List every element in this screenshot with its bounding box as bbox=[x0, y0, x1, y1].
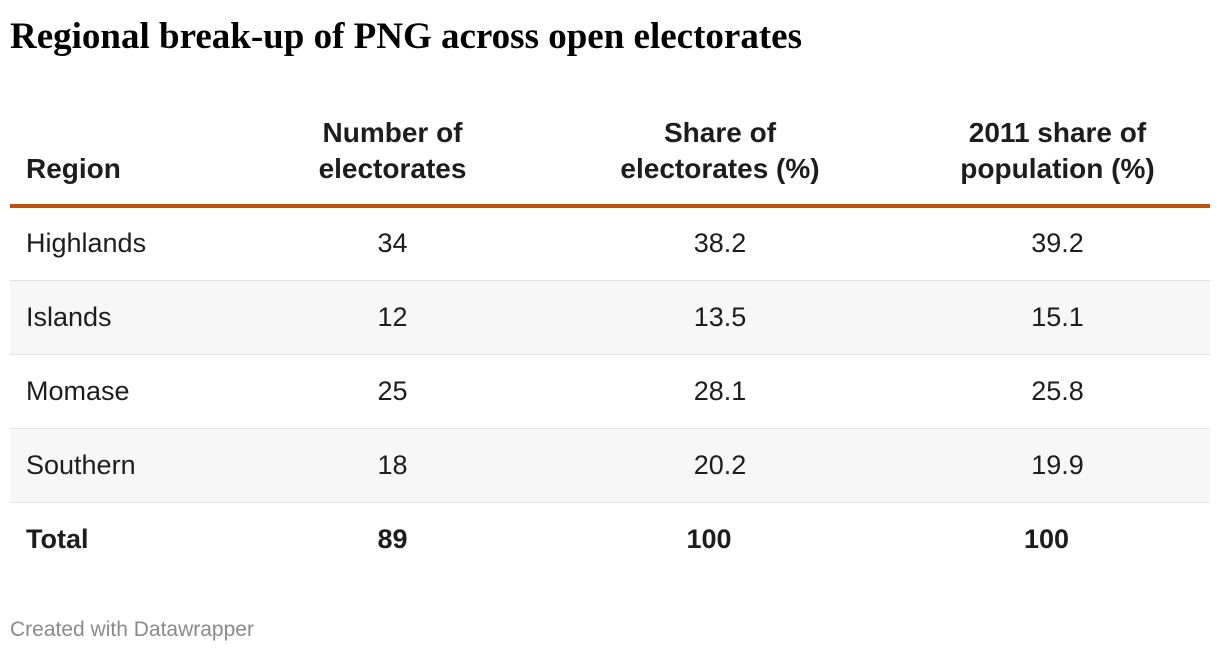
table-row: Momase 25 28.1 25.8 bbox=[10, 354, 1210, 429]
column-header-population-share[interactable]: 2011 share of population (%) bbox=[905, 104, 1210, 208]
table-row: Islands 12 13.5 15.1 bbox=[10, 280, 1210, 355]
total-row: Total 89 100 100 bbox=[10, 502, 1210, 576]
column-header-line: 2011 share of bbox=[968, 117, 1147, 148]
cell-share-electorates: 20.2 bbox=[535, 428, 905, 503]
cell-electorates: 12 bbox=[250, 280, 535, 355]
cell-share-population: 39.2 bbox=[905, 206, 1210, 281]
data-table: Region Number of electorates Share of el… bbox=[10, 104, 1210, 576]
cell-share-population: 19.9 bbox=[905, 428, 1210, 503]
cell-region: Momase bbox=[10, 354, 250, 429]
cell-share-population: 15.1 bbox=[905, 280, 1210, 355]
cell-region: Southern bbox=[10, 428, 250, 503]
cell-share-electorates: 13.5 bbox=[535, 280, 905, 355]
cell-total-share-electorates: 100 bbox=[686, 523, 732, 554]
cell-region: Islands bbox=[10, 280, 250, 355]
column-header-line: Region bbox=[26, 153, 121, 184]
cell-total-label: Total bbox=[26, 523, 89, 554]
column-header-number-of-electorates[interactable]: Number of electorates bbox=[250, 104, 535, 208]
column-header-line: Share of bbox=[663, 117, 777, 148]
cell-share-electorates: 28.1 bbox=[535, 354, 905, 429]
table-row: Highlands 34 38.2 39.2 bbox=[10, 206, 1210, 281]
column-header-region[interactable]: Region bbox=[10, 104, 250, 208]
cell-total-electorates: 89 bbox=[377, 523, 408, 554]
cell-region: Highlands bbox=[10, 206, 250, 281]
credit-link[interactable]: Created with Datawrapper bbox=[10, 618, 254, 641]
cell-total-share-population: 100 bbox=[1023, 523, 1070, 554]
column-header-line: Number of bbox=[322, 117, 463, 148]
chart-title: Regional break-up of PNG across open ele… bbox=[10, 16, 802, 57]
cell-electorates: 25 bbox=[250, 354, 535, 429]
table-row: Southern 18 20.2 19.9 bbox=[10, 428, 1210, 503]
cell-share-population: 25.8 bbox=[905, 354, 1210, 429]
column-header-line: electorates bbox=[318, 153, 467, 184]
cell-electorates: 34 bbox=[250, 206, 535, 281]
column-header-share-of-electorates[interactable]: Share of electorates (%) bbox=[535, 104, 905, 208]
column-header-line: electorates (%) bbox=[620, 153, 820, 184]
cell-electorates: 18 bbox=[250, 428, 535, 503]
header-row: Region Number of electorates Share of el… bbox=[10, 104, 1210, 208]
cell-share-electorates: 38.2 bbox=[535, 206, 905, 281]
column-header-line: population (%) bbox=[960, 153, 1155, 184]
